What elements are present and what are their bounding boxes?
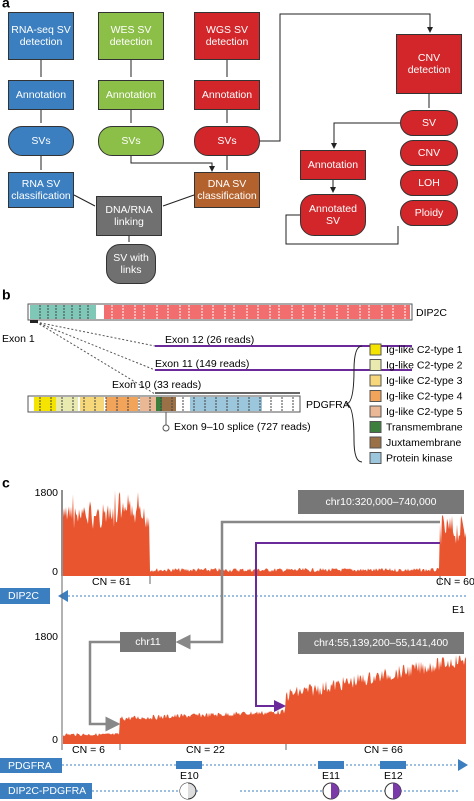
label: E10: [180, 770, 199, 782]
legend-swatch: [369, 421, 382, 433]
label: chr11: [135, 636, 161, 648]
flow-node: WES SV detection: [98, 12, 164, 60]
label: DIP2C-PDGFRA: [8, 785, 86, 797]
flow-node: SVs: [194, 126, 260, 156]
legend-label: Ig-like C2-type 1: [386, 344, 463, 356]
label: E12: [384, 770, 403, 782]
flow-node: Annotated SV: [300, 194, 366, 236]
domain: [106, 397, 138, 411]
legend-label: Ig-like C2-type 2: [386, 359, 463, 371]
coverage: [63, 490, 466, 576]
label: 1800: [35, 487, 59, 499]
legend-swatch: [369, 343, 382, 356]
junction-label: Exon 11 (149 reads): [155, 358, 249, 370]
panel-label: b: [2, 287, 11, 303]
flow-node: Annotation: [98, 80, 164, 110]
flow-node: RNA-seq SV detection: [8, 12, 74, 60]
link-arrow: [88, 640, 121, 732]
domain: [156, 397, 162, 411]
flow-node: Annotation: [300, 150, 366, 180]
panel-b: DIP2C Exon 1 Exon 12 (26 reads) Exon 11 (14…: [2, 303, 463, 464]
splice-label: Exon 9–10 splice (727 reads): [174, 421, 311, 433]
flow-node: CNV detection: [396, 34, 462, 94]
flow-node: DNA/RNA linking: [96, 196, 162, 236]
flow-node: CNV: [400, 140, 458, 166]
label: E1: [452, 604, 465, 616]
label: chr4:55,139,200–55,141,400: [314, 637, 448, 649]
junction-label: Exon 12 (26 reads): [165, 334, 254, 346]
flow-node: Annotation: [8, 80, 74, 110]
panel-label: c: [2, 475, 10, 491]
legend-label: Transmembrane: [386, 421, 463, 433]
coverage: [63, 655, 466, 744]
flow-node: SV: [400, 110, 458, 136]
legend-swatch: [369, 452, 382, 464]
label: CN = 22: [186, 744, 225, 756]
flow-node: DNA SV classification: [194, 172, 260, 208]
flow-arrows: [40, 13, 433, 242]
domain: [34, 397, 56, 411]
label: CN = 6: [72, 744, 105, 756]
legend-label: Ig-like C2-type 4: [386, 390, 463, 402]
flow-line: [285, 214, 399, 245]
legend-swatch: [369, 405, 382, 418]
label: CN = 60: [436, 576, 474, 588]
legend-swatch: [369, 374, 382, 387]
label: 0: [52, 734, 58, 746]
gene-label: PDGFRA: [306, 399, 350, 411]
domain: [190, 397, 262, 411]
legend-label: Protein kinase: [386, 452, 453, 464]
legend-swatch: [369, 390, 382, 402]
legend-swatch: [369, 436, 382, 449]
domain: [56, 397, 78, 411]
flow-node: SVs: [8, 126, 74, 156]
separator: [61, 576, 441, 750]
legend-label: Ig-like C2-type 5: [386, 406, 463, 418]
flow-node: RNA SV classification: [8, 172, 74, 208]
exon-label: Exon 1: [2, 333, 35, 345]
label: 1800: [35, 631, 59, 643]
link-arrow: [255, 542, 440, 712]
label: 0: [52, 566, 58, 578]
flow-node: Annotation: [194, 80, 260, 110]
flow-node: SV with links: [106, 244, 156, 284]
flow-node: SVs: [98, 126, 164, 156]
label: PDGFRA: [8, 760, 52, 772]
legend-label: Ig-like C2-type 3: [386, 375, 463, 387]
flow-node: WGS SV detection: [194, 12, 260, 60]
legend-label: Juxtamembrane: [386, 437, 461, 449]
flow-node: LOH: [400, 170, 458, 196]
domain: [162, 397, 176, 411]
label: CN = 66: [364, 744, 403, 756]
junction-label: Exon 10 (33 reads): [112, 379, 201, 391]
link-arrow: [175, 520, 440, 650]
label: chr10:320,000–740,000: [326, 496, 437, 508]
domain: [140, 397, 156, 411]
label: DIP2C: [8, 590, 39, 602]
flow-node: Ploidy: [400, 200, 458, 226]
panel-label: a: [2, 0, 10, 11]
label: CN = 61: [92, 576, 131, 588]
domain: [80, 397, 104, 411]
gene-label: DIP2C: [416, 307, 447, 319]
legend-swatch: [369, 359, 382, 371]
panel-c: 1800 0 1800 0 chr10:320,000–740,000 chr11 chr4…: [0, 487, 474, 800]
label: E11: [322, 770, 340, 782]
